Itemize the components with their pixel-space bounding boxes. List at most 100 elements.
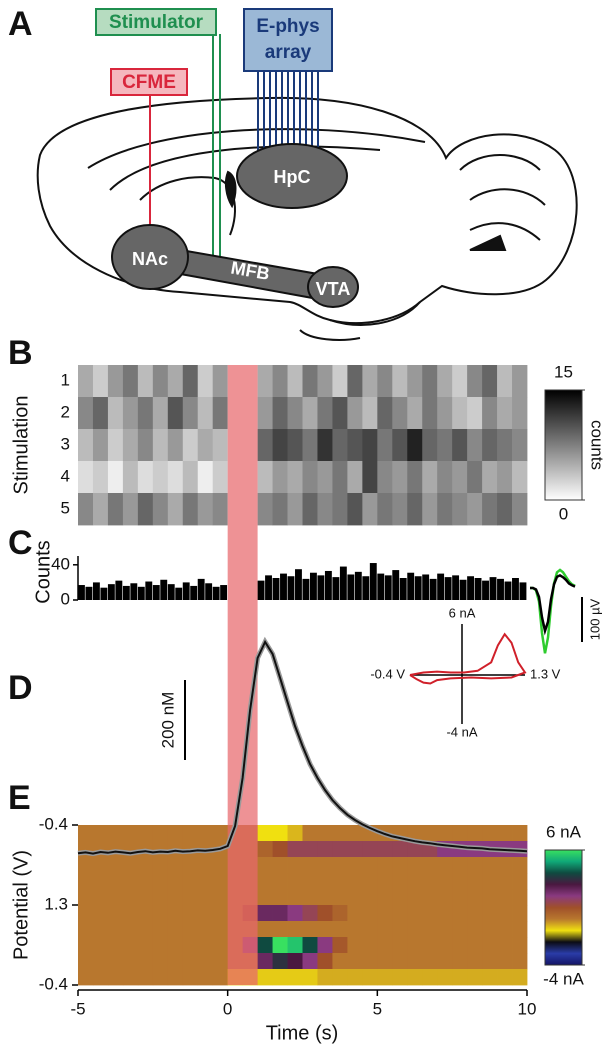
heatmap-cell	[197, 493, 214, 526]
heatmap-cell	[167, 857, 184, 874]
bar	[347, 574, 355, 600]
heatmap-cell	[152, 429, 169, 462]
heatmap-cell	[167, 429, 184, 462]
heatmap-cell	[392, 905, 408, 922]
heatmap-cell	[197, 461, 214, 494]
heatmap-cell	[78, 921, 94, 938]
heatmap-cell	[347, 825, 363, 842]
colorbar-title: counts	[588, 420, 607, 470]
heatmap-cell	[407, 969, 423, 986]
heatmap-cell	[197, 889, 214, 906]
bar	[392, 570, 400, 600]
corpus-callosum	[87, 128, 426, 169]
bar	[354, 571, 362, 600]
heatmap-cell	[452, 493, 468, 526]
heatmap-cell	[512, 397, 528, 430]
heatmap-cell	[107, 905, 124, 922]
heatmap-cell	[302, 969, 318, 986]
heatmap-cell	[497, 937, 513, 954]
scale-bar-label: 100 µV	[587, 598, 602, 640]
bar	[324, 570, 332, 600]
heatmap-cell	[422, 921, 438, 938]
heatmap-cell	[422, 953, 438, 970]
heatmap-cell	[482, 493, 498, 526]
heatmap-cell	[167, 889, 184, 906]
heatmap-cell	[332, 841, 348, 858]
region-label: HpC	[274, 167, 311, 187]
heatmap-cell	[257, 857, 273, 874]
bar	[422, 574, 430, 600]
heatmap-cell	[482, 397, 498, 430]
heatmap-cell	[302, 397, 318, 430]
heatmap-cell	[362, 461, 378, 494]
heatmap-cell	[332, 953, 348, 970]
heatmap-cell	[167, 969, 184, 986]
vta-region	[307, 266, 359, 308]
bar	[212, 586, 220, 600]
panel-letter: A	[8, 5, 33, 43]
heatmap-cell	[347, 857, 363, 874]
heatmap-cell	[392, 429, 408, 462]
heatmap-cell	[257, 397, 273, 430]
heatmap-cell	[317, 429, 333, 462]
heatmap-cell	[212, 953, 229, 970]
bar	[519, 582, 527, 600]
heatmap-cell	[437, 365, 453, 398]
heatmap-cell	[137, 493, 154, 526]
cv-x-label: -0.4 V	[370, 666, 405, 681]
heatmap-cell	[362, 921, 378, 938]
heatmap-cell	[287, 937, 303, 954]
heatmap-cell	[137, 889, 154, 906]
heatmap-cell	[332, 873, 348, 890]
heatmap-cell	[122, 429, 139, 462]
heatmap-cell	[257, 905, 273, 922]
heatmap-cell	[467, 397, 483, 430]
bar	[399, 578, 407, 600]
heatmap-cell	[497, 397, 513, 430]
colorbar-label: 15	[554, 362, 573, 381]
heatmap-cell	[452, 905, 468, 922]
heatmap-cell	[152, 461, 169, 494]
heatmap-cell	[287, 921, 303, 938]
heatmap-cell	[407, 429, 423, 462]
heatmap-cell	[392, 937, 408, 954]
bar	[369, 563, 377, 600]
brain-diagram	[36, 96, 578, 341]
heatmap-cell	[482, 921, 498, 938]
heatmap-cell	[497, 969, 513, 986]
heatmap-cell	[152, 397, 169, 430]
heatmap-cell	[107, 873, 124, 890]
heatmap-cell	[212, 889, 229, 906]
heatmap-cell	[332, 857, 348, 874]
heatmap-cell	[332, 461, 348, 494]
panel-letter: C	[8, 524, 33, 562]
heatmap-cell	[122, 937, 139, 954]
heatmap-cell	[482, 461, 498, 494]
heatmap-cell	[512, 873, 528, 890]
heatmap-cell	[107, 493, 124, 526]
heatmap-cell	[212, 857, 229, 874]
bar	[92, 582, 100, 600]
bar	[309, 572, 317, 600]
heatmap-cell	[512, 825, 528, 842]
heatmap-cell	[512, 921, 528, 938]
heatmap-cell	[182, 365, 199, 398]
y-axis-title: Potential (V)	[10, 850, 32, 960]
heatmap-cell	[272, 889, 288, 906]
bar	[272, 578, 280, 600]
heatmap-cell	[332, 493, 348, 526]
heatmap-cell	[107, 857, 124, 874]
heatmap-cell	[377, 429, 393, 462]
heatmap-cell	[317, 953, 333, 970]
heatmap-cell	[437, 969, 453, 986]
colorbar-label: -4 nA	[543, 969, 584, 988]
heatmap-cell	[407, 857, 423, 874]
heatmap-cell	[347, 937, 363, 954]
heatmap-cell	[422, 825, 438, 842]
heatmap-cell	[182, 921, 199, 938]
bar	[504, 581, 512, 600]
row-label: 5	[61, 498, 70, 517]
heatmap-cell	[287, 365, 303, 398]
